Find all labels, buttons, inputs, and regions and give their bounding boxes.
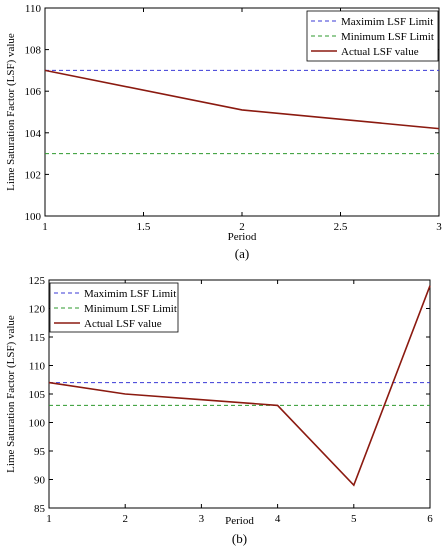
x-axis-label: Period xyxy=(228,231,257,243)
x-tick-label: 6 xyxy=(427,513,433,525)
x-tick-label: 4 xyxy=(275,513,281,525)
x-tick-label: 3 xyxy=(199,513,205,525)
x-axis-label: Period xyxy=(225,515,254,527)
x-tick-label: 2.5 xyxy=(334,221,348,233)
y-axis-label: Lime Saturation Factor (LSF) value xyxy=(5,315,17,473)
legend-entry: Maximim LSF Limit xyxy=(84,288,176,300)
series-line-actual-lsf-value xyxy=(44,69,440,130)
y-tick-label: 110 xyxy=(25,3,42,15)
y-tick-label: 106 xyxy=(25,86,42,98)
y-tick-label: 104 xyxy=(25,128,42,140)
y-tick-label: 115 xyxy=(29,332,46,344)
y-tick-label: 125 xyxy=(29,275,46,287)
x-tick-label: 2 xyxy=(122,513,128,525)
legend-entry: Actual LSF value xyxy=(84,318,162,330)
series-line-actual-lsf-value xyxy=(48,285,431,487)
y-tick-label: 90 xyxy=(34,475,46,487)
plot-frame-1 xyxy=(48,279,431,509)
y-tick-label: 85 xyxy=(34,503,46,515)
x-tick-label: 1.5 xyxy=(137,221,151,233)
x-tick-label: 5 xyxy=(351,513,357,525)
panel-label: (a) xyxy=(235,246,249,261)
y-tick-label: 105 xyxy=(29,389,46,401)
legend-entry: Maximim LSF Limit xyxy=(341,16,433,28)
legend-entry: Minimum LSF Limit xyxy=(84,303,177,315)
y-tick-label: 102 xyxy=(25,169,42,181)
y-tick-label: 100 xyxy=(29,418,46,430)
legend-entry: Minimum LSF Limit xyxy=(341,31,434,43)
x-tick-label: 1 xyxy=(46,513,52,525)
y-tick-label: 100 xyxy=(25,211,42,223)
x-tick-label: 2 xyxy=(239,221,245,233)
y-tick-label: 110 xyxy=(29,361,46,373)
y-tick-label: 120 xyxy=(29,304,46,316)
panel-label: (b) xyxy=(232,531,247,546)
y-tick-label: 108 xyxy=(25,45,42,57)
legend-entry: Actual LSF value xyxy=(341,46,419,58)
y-tick-label: 95 xyxy=(34,446,46,458)
x-tick-label: 3 xyxy=(436,221,442,233)
x-tick-label: 1 xyxy=(42,221,48,233)
y-axis-label: Lime Saturation Factor (LSF) value xyxy=(5,33,17,191)
